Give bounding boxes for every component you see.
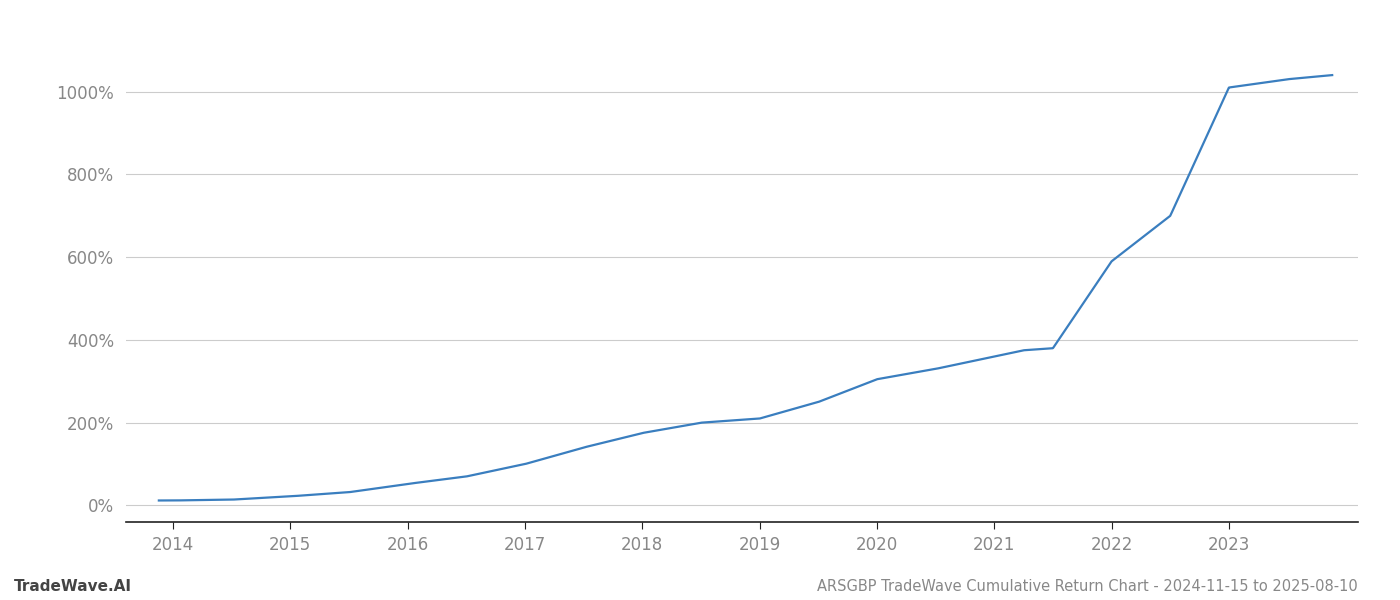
Text: ARSGBP TradeWave Cumulative Return Chart - 2024-11-15 to 2025-08-10: ARSGBP TradeWave Cumulative Return Chart… [818,579,1358,594]
Text: TradeWave.AI: TradeWave.AI [14,579,132,594]
